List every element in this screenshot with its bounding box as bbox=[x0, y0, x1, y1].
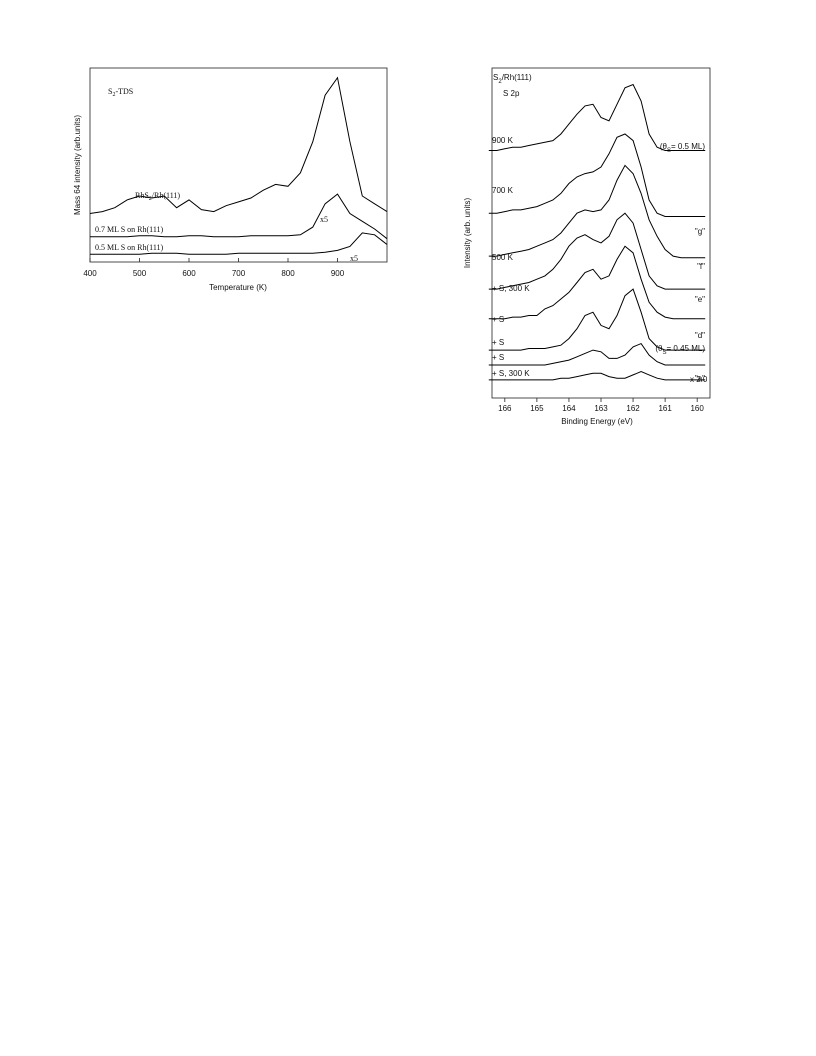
series-label: 0.7 ML S on Rh(111) bbox=[95, 225, 164, 234]
annotation: x5 bbox=[320, 215, 328, 224]
chart-title-part: /Rh(111) bbox=[502, 73, 532, 82]
x-tick-label: 400 bbox=[83, 269, 97, 278]
spectrum-line bbox=[90, 232, 388, 255]
series-label: 500 K bbox=[492, 253, 514, 262]
y-axis-label: Intensity (arb. units) bbox=[463, 198, 472, 269]
series-tag: (θS= 0.5 ML) bbox=[660, 142, 705, 153]
spectrum-line bbox=[89, 76, 388, 214]
spectrum-line bbox=[488, 371, 706, 381]
series-label: + S bbox=[492, 353, 504, 362]
series-tag-part: (θ bbox=[660, 142, 668, 151]
x-tick-label: 800 bbox=[281, 269, 295, 278]
series-label: + S, 300 K bbox=[492, 284, 530, 293]
series-tag: "d" bbox=[695, 331, 705, 340]
series-tag: (θS= 0.45 ML) bbox=[655, 344, 705, 355]
series-label: + S bbox=[492, 315, 504, 324]
series-label: + S bbox=[492, 338, 504, 347]
x-tick-label: 600 bbox=[182, 269, 196, 278]
chart-title-part: S bbox=[108, 87, 112, 96]
chart-title-part: 2 bbox=[498, 79, 502, 85]
spectrum-line bbox=[488, 212, 706, 290]
chart-title: S2/Rh(111) bbox=[493, 73, 532, 84]
y-axis-label: Mass 64 intensity (arb.units) bbox=[73, 115, 82, 215]
series-tag-part: = 0.45 ML) bbox=[667, 344, 706, 353]
x-tick-label: 164 bbox=[562, 404, 576, 413]
x-tick-label: 900 bbox=[331, 269, 345, 278]
spectrum-line bbox=[488, 288, 706, 351]
spectrum-line bbox=[488, 164, 706, 259]
series-tag: "a" bbox=[695, 374, 705, 383]
chart-title: S2-TDS bbox=[108, 87, 133, 99]
series-label-part: 2 bbox=[149, 196, 152, 202]
chart-subtitle: S 2p bbox=[503, 89, 520, 98]
annotation: x5 bbox=[350, 254, 358, 263]
x-tick-label: 161 bbox=[658, 404, 672, 413]
series-tag-part: = 0.5 ML) bbox=[671, 142, 705, 151]
spectrum-line bbox=[488, 133, 706, 217]
series-tag: "e" bbox=[695, 295, 705, 304]
x-tick-label: 165 bbox=[530, 404, 544, 413]
x-tick-label: 160 bbox=[690, 404, 704, 413]
series-tag-part: S bbox=[663, 350, 667, 356]
chart-title-part: 2 bbox=[112, 92, 115, 98]
series-label-part: /Rh(111) bbox=[152, 191, 181, 200]
series-label: + S, 300 K bbox=[492, 369, 530, 378]
annotation: x 2.0 bbox=[690, 375, 708, 384]
series-label: 700 K bbox=[492, 186, 514, 195]
x-axis-label: Temperature (K) bbox=[209, 283, 267, 292]
series-tag-part: S bbox=[667, 148, 671, 154]
x-tick-label: 166 bbox=[498, 404, 512, 413]
spectrum-line bbox=[488, 342, 706, 366]
series-tag: "g" bbox=[695, 227, 705, 236]
x-tick-label: 163 bbox=[594, 404, 608, 413]
chart-title-part: S bbox=[493, 73, 498, 82]
spectrum-line bbox=[90, 193, 388, 240]
series-label: 0.5 ML S on Rh(111) bbox=[95, 243, 164, 252]
chart-title-part: -TDS bbox=[115, 87, 133, 96]
series-label: 900 K bbox=[492, 136, 514, 145]
x-axis-label: Binding Energy (eV) bbox=[561, 417, 633, 426]
series-label: RhS2/Rh(111) bbox=[135, 191, 180, 203]
x-tick-label: 162 bbox=[626, 404, 640, 413]
x-tick-label: 500 bbox=[133, 269, 147, 278]
series-tag-part: (θ bbox=[655, 344, 663, 353]
series-label-part: RhS bbox=[135, 191, 149, 200]
spectrum-line bbox=[488, 245, 706, 320]
x-tick-label: 700 bbox=[232, 269, 246, 278]
series-tag: "f" bbox=[697, 262, 705, 271]
spectrum-line bbox=[488, 83, 706, 151]
